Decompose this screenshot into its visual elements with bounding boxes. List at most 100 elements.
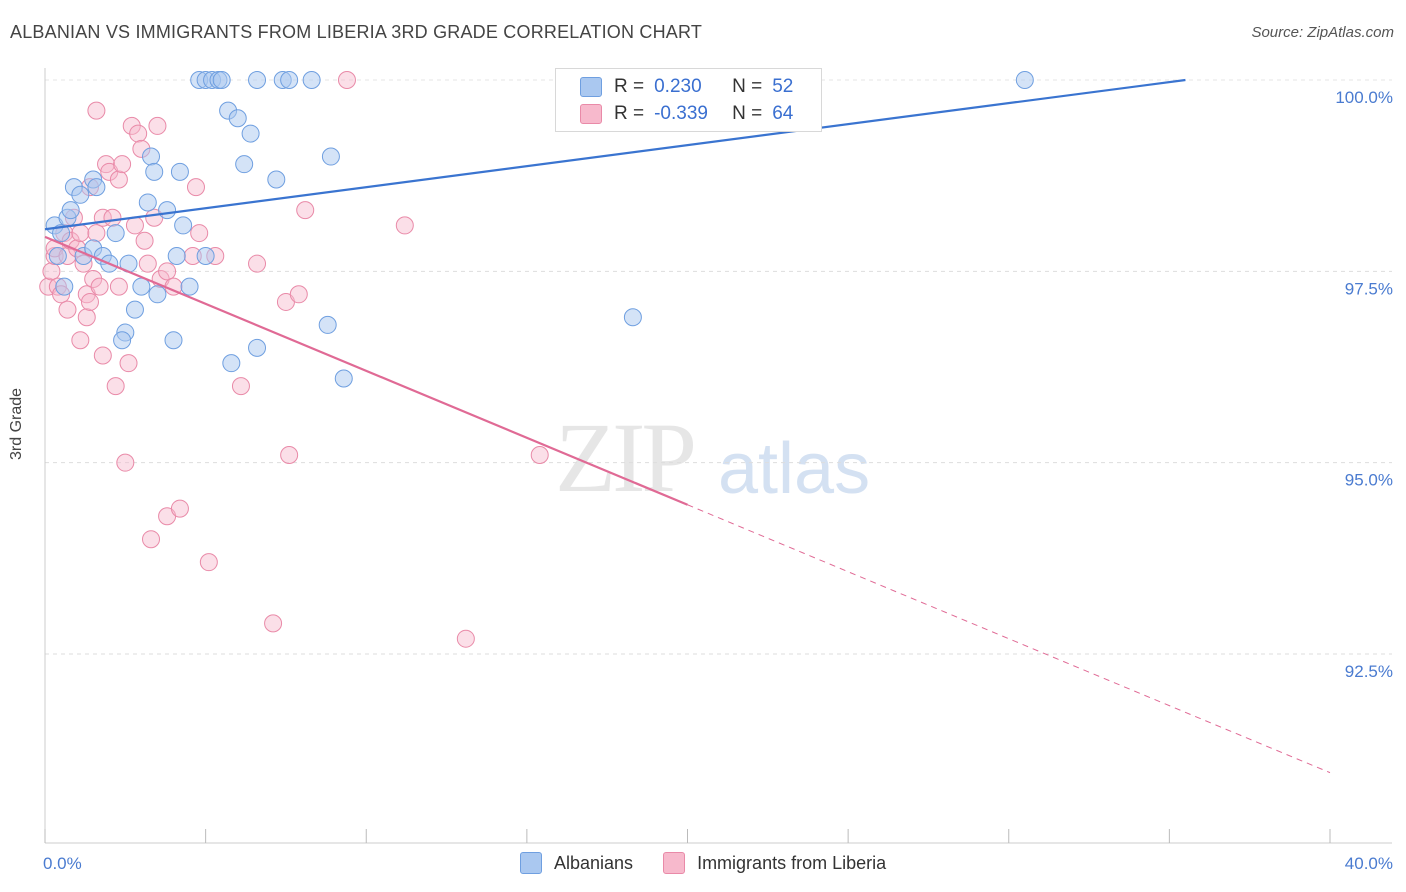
liberia-point (113, 155, 132, 174)
liberia-point (158, 262, 177, 281)
watermark-zip: ZIP (555, 402, 697, 513)
legend-label-liberia: Immigrants from Liberia (697, 852, 887, 873)
x-tick-label: 40.0% (1345, 854, 1393, 873)
legend-r-value: 0.230 (654, 76, 702, 97)
liberia-point (109, 170, 128, 189)
legend-n-value: 52 (772, 76, 794, 97)
liberia-point (90, 277, 109, 296)
liberia-point (530, 446, 549, 465)
liberia-point (58, 300, 77, 319)
legend-r-label: R = (614, 76, 645, 97)
liberia-point (142, 530, 161, 549)
y-tick-label: 92.5% (1345, 662, 1393, 681)
liberia-point (87, 101, 106, 120)
albanian-point (106, 224, 125, 243)
liberia-point (337, 71, 356, 89)
albanian-point (321, 147, 340, 166)
legend-swatch-liberia (663, 852, 686, 874)
legend-item-albanians[interactable]: Albanians (520, 852, 633, 874)
albanian-point (334, 369, 353, 388)
albanian-point (1015, 71, 1034, 89)
liberia-point (148, 116, 167, 135)
albanian-point (241, 124, 260, 143)
liberia-point (80, 292, 99, 311)
liberia-point (129, 124, 148, 143)
liberia-point (248, 254, 267, 273)
legend-n-label: N = (732, 103, 763, 124)
liberia-point (456, 629, 475, 648)
liberia-point (71, 224, 90, 243)
liberia-point (280, 446, 299, 465)
albanian-point (87, 178, 106, 197)
liberia-point (119, 354, 138, 373)
liberia-point (186, 178, 205, 197)
liberia-point (170, 499, 189, 518)
albanian-point (267, 170, 286, 189)
liberia-point (103, 208, 122, 227)
albanian-point (248, 338, 267, 357)
y-tick-label: 100.0% (1335, 88, 1393, 107)
albanian-point (280, 71, 299, 89)
albanian-point (48, 247, 67, 266)
albanian-point (180, 277, 199, 296)
albanian-point (142, 147, 161, 166)
albanian-point (235, 155, 254, 174)
albanian-point (148, 285, 167, 304)
albanian-point (222, 354, 241, 373)
albanian-point (61, 201, 80, 220)
liberia-point (264, 614, 283, 633)
albanian-point (228, 109, 247, 128)
legend-swatch-blue (580, 77, 602, 97)
liberia-point (190, 224, 209, 243)
legend-n-label: N = (732, 76, 763, 97)
legend-swatch-albanians (520, 852, 542, 874)
liberia-point (42, 262, 61, 281)
albanian-point (145, 162, 164, 181)
liberia-point (116, 453, 135, 472)
albanians-trend-line (44, 78, 1186, 231)
liberia-point (199, 553, 218, 572)
legend-r-label: R = (614, 103, 645, 124)
legend-n-value: 64 (772, 103, 794, 124)
liberia-trend-line (44, 235, 688, 506)
liberia-point (395, 216, 414, 235)
source-label: Source: ZipAtlas.com (1251, 24, 1394, 41)
albanian-point (125, 300, 144, 319)
liberia-point (138, 254, 157, 273)
legend-item-liberia[interactable]: Immigrants from Liberia (663, 852, 886, 874)
liberia-point (106, 377, 125, 396)
liberia-point (87, 224, 106, 243)
albanian-point (138, 193, 157, 212)
x-tick-label: 0.0% (43, 854, 82, 873)
albanian-point (164, 331, 183, 350)
legend-row-albanians: R = 0.230 N = 52 (580, 74, 793, 100)
albanian-point (71, 185, 90, 204)
albanian-point (55, 277, 74, 296)
albanian-point (623, 308, 642, 327)
liberia-point (125, 216, 144, 235)
chart-title: ALBANIAN VS IMMIGRANTS FROM LIBERIA 3RD … (10, 22, 703, 42)
liberia-trend-extension (687, 504, 1331, 774)
albanian-point (158, 201, 177, 220)
liberia-point (93, 346, 112, 365)
albanian-point (196, 247, 215, 266)
liberia-point (231, 377, 250, 396)
albanian-point (318, 315, 337, 334)
liberia-point (289, 285, 308, 304)
albanian-point (174, 216, 193, 235)
y-tick-label: 97.5% (1345, 279, 1393, 298)
albanian-point (170, 162, 189, 181)
albanian-point (302, 71, 321, 89)
liberia-point (71, 331, 90, 350)
legend-row-liberia: R = -0.339 N = 64 (580, 101, 793, 127)
legend-swatch-pink (580, 104, 602, 124)
correlation-legend: R = 0.230 N = 52 R = -0.339 N = 64 (555, 68, 822, 132)
y-tick-label: 95.0% (1345, 471, 1393, 490)
albanian-point (167, 247, 186, 266)
albanian-point (113, 331, 132, 350)
albanian-point (248, 71, 267, 89)
legend-label-albanians: Albanians (554, 852, 634, 873)
liberia-point (296, 201, 315, 220)
liberia-point (84, 269, 103, 288)
